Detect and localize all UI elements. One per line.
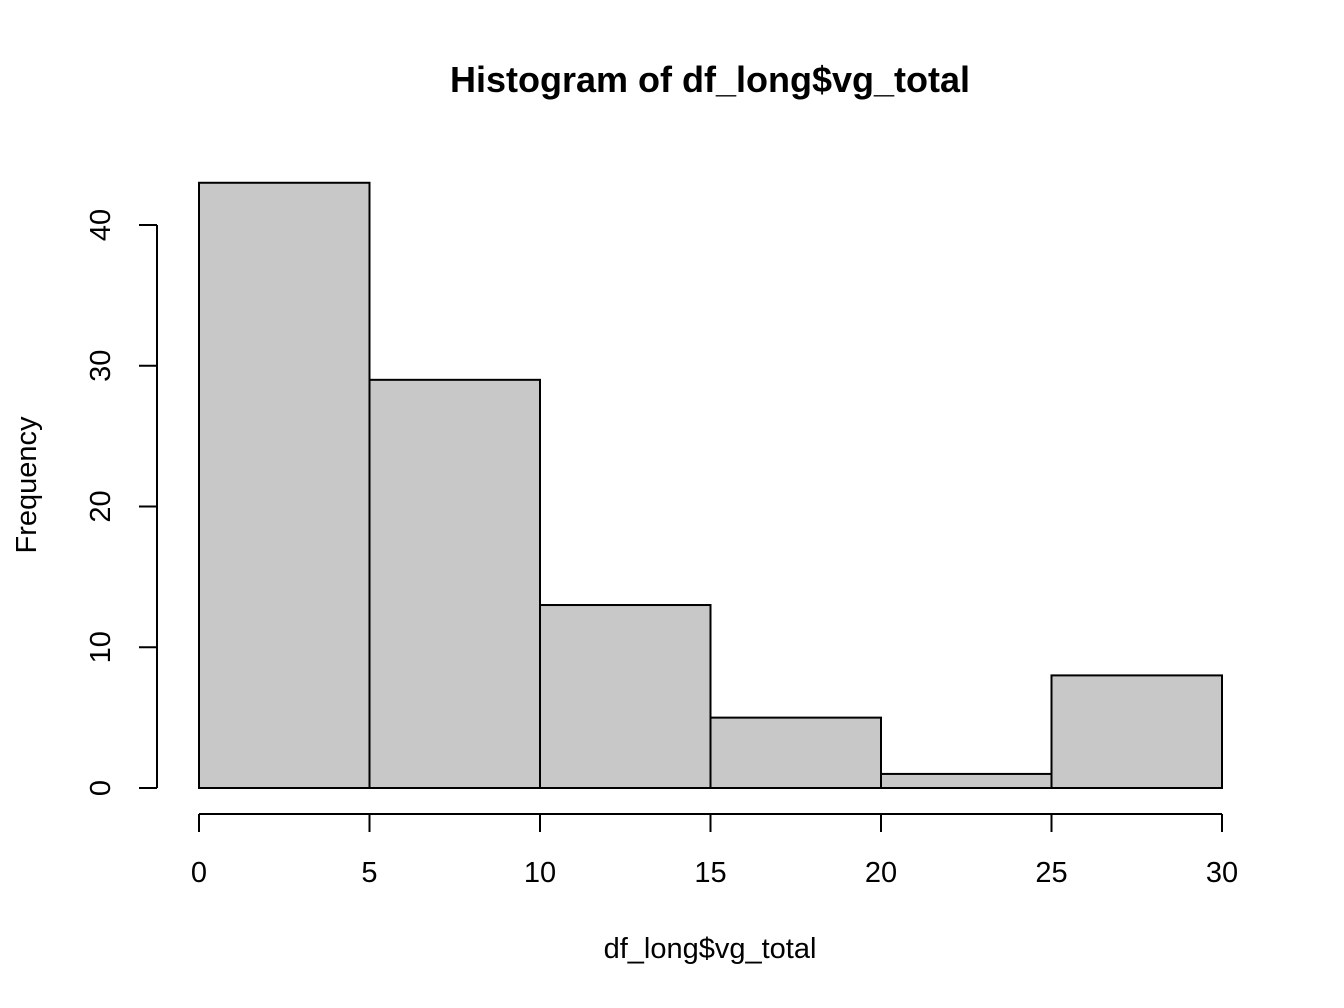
x-tick-label-4: 20: [865, 857, 897, 889]
histogram-bar-5: [1050, 674, 1223, 790]
y-axis-label: Frequency: [11, 416, 43, 554]
y-tick-label-4: 40: [85, 209, 117, 241]
x-tick-label-0: 0: [191, 857, 207, 889]
y-tick-label-1: 10: [85, 631, 117, 663]
y-tick-label-3: 30: [85, 350, 117, 382]
chart-title: Histogram of df_long$vg_total: [450, 59, 970, 100]
y-tick-label-0: 0: [85, 780, 117, 796]
x-tick-label-5: 25: [1035, 857, 1067, 889]
x-tick-label-3: 15: [694, 857, 726, 889]
x-tick-label-2: 10: [524, 857, 556, 889]
histogram-bar-3: [709, 716, 882, 789]
x-axis-label: df_long$vg_total: [604, 933, 817, 965]
x-tick-label-6: 30: [1206, 857, 1238, 889]
histogram-bar-4: [880, 772, 1053, 789]
y-tick-label-2: 20: [85, 490, 117, 522]
x-axis: 0 5 10 15 20 25 30: [191, 813, 1238, 889]
histogram-bar-0: [198, 181, 371, 789]
y-axis: 0 10 20 30 40: [85, 209, 158, 796]
histogram-bar-1: [368, 378, 541, 789]
histogram-bar-2: [539, 604, 712, 790]
histogram-bars: [198, 181, 1223, 790]
x-tick-label-1: 5: [361, 857, 377, 889]
